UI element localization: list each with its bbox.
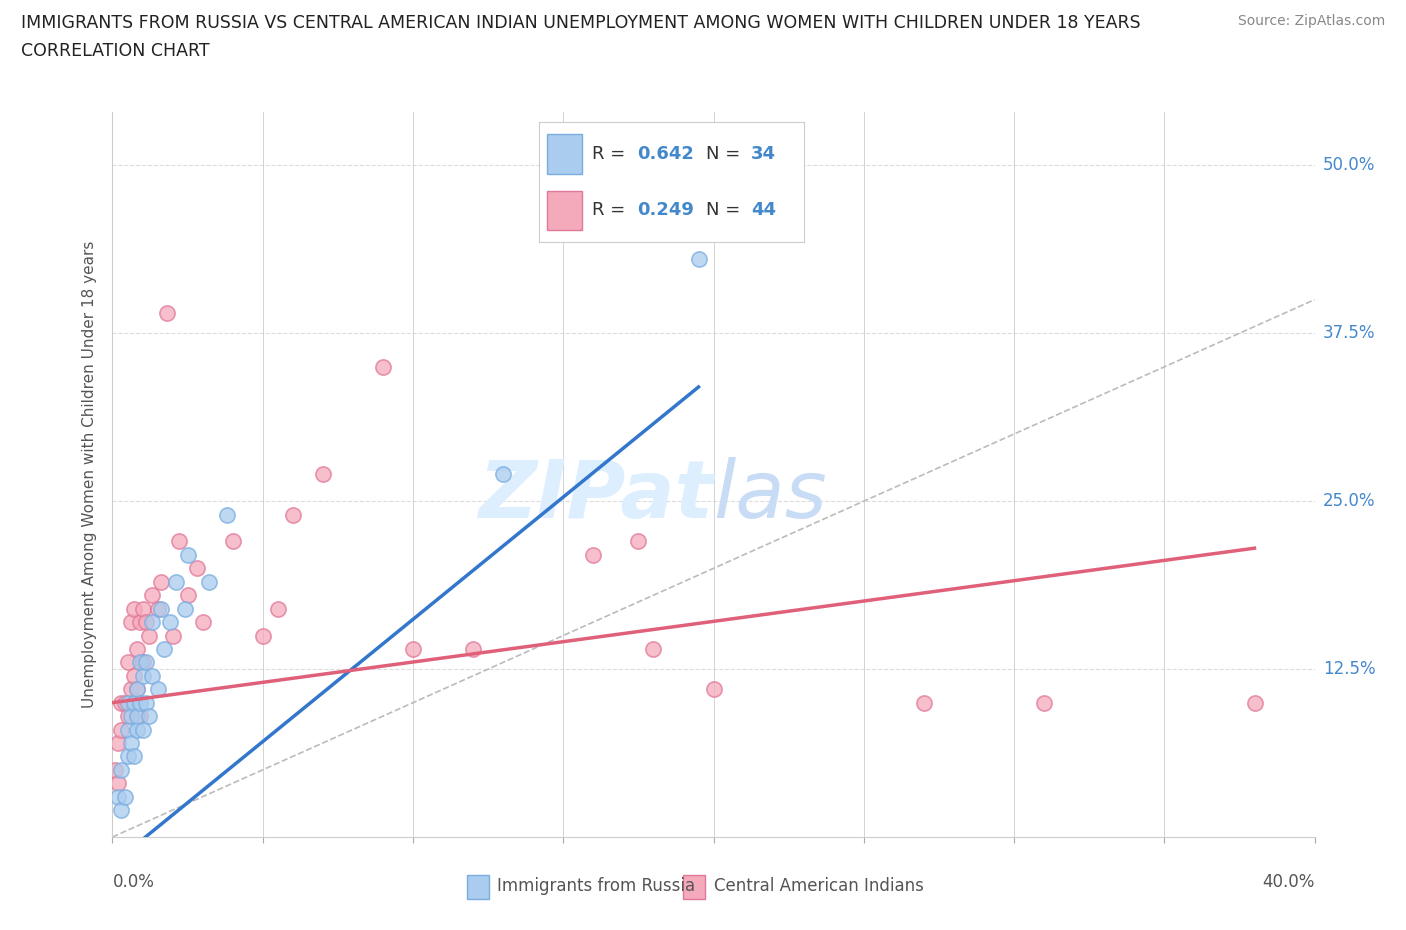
Point bbox=[582, 548, 605, 563]
Point bbox=[1033, 696, 1056, 711]
Point bbox=[186, 561, 208, 576]
Point bbox=[141, 615, 163, 630]
Point bbox=[125, 722, 148, 737]
Point bbox=[141, 588, 163, 603]
Point bbox=[117, 709, 139, 724]
Point bbox=[114, 790, 136, 804]
Text: CORRELATION CHART: CORRELATION CHART bbox=[21, 42, 209, 60]
Point bbox=[167, 534, 190, 549]
Point bbox=[131, 655, 153, 670]
Text: Immigrants from Russia: Immigrants from Russia bbox=[498, 877, 696, 896]
Point bbox=[110, 803, 132, 817]
Point bbox=[281, 507, 304, 522]
Text: 40.0%: 40.0% bbox=[1263, 873, 1315, 891]
Point bbox=[128, 709, 150, 724]
Point bbox=[152, 642, 174, 657]
Point bbox=[702, 682, 725, 697]
Point bbox=[131, 669, 153, 684]
Point bbox=[371, 359, 394, 374]
Point bbox=[146, 682, 169, 697]
Text: 0.0%: 0.0% bbox=[112, 873, 155, 891]
Point bbox=[215, 507, 238, 522]
Point bbox=[128, 696, 150, 711]
Point bbox=[131, 722, 153, 737]
Point bbox=[104, 763, 127, 777]
Point bbox=[120, 682, 142, 697]
Point bbox=[155, 306, 177, 321]
Point bbox=[643, 642, 665, 657]
Point bbox=[117, 696, 139, 711]
Point bbox=[117, 749, 139, 764]
Text: las: las bbox=[713, 457, 827, 535]
Point bbox=[107, 790, 129, 804]
Point bbox=[128, 615, 150, 630]
Point bbox=[128, 655, 150, 670]
Point bbox=[173, 601, 195, 616]
Point bbox=[312, 467, 335, 482]
Point bbox=[149, 575, 172, 590]
Point bbox=[176, 548, 198, 563]
Point bbox=[159, 615, 181, 630]
Point bbox=[176, 588, 198, 603]
Point bbox=[222, 534, 245, 549]
Point bbox=[122, 749, 145, 764]
Point bbox=[117, 722, 139, 737]
Point bbox=[122, 669, 145, 684]
Text: Central American Indians: Central American Indians bbox=[713, 877, 924, 896]
Point bbox=[688, 252, 710, 267]
Point bbox=[110, 696, 132, 711]
Point bbox=[120, 736, 142, 751]
Point bbox=[197, 575, 219, 590]
Text: 50.0%: 50.0% bbox=[1323, 156, 1375, 174]
Point bbox=[461, 642, 484, 657]
Point bbox=[125, 682, 148, 697]
Point bbox=[125, 709, 148, 724]
Y-axis label: Unemployment Among Women with Children Under 18 years: Unemployment Among Women with Children U… bbox=[82, 241, 97, 708]
Bar bbox=[467, 875, 489, 898]
Point bbox=[141, 669, 163, 684]
Point bbox=[131, 601, 153, 616]
Point bbox=[120, 615, 142, 630]
Text: IMMIGRANTS FROM RUSSIA VS CENTRAL AMERICAN INDIAN UNEMPLOYMENT AMONG WOMEN WITH : IMMIGRANTS FROM RUSSIA VS CENTRAL AMERIC… bbox=[21, 14, 1140, 32]
Point bbox=[492, 467, 515, 482]
Point bbox=[125, 682, 148, 697]
Point bbox=[252, 628, 274, 643]
Point bbox=[135, 615, 157, 630]
Point bbox=[117, 655, 139, 670]
Point bbox=[146, 601, 169, 616]
Point bbox=[122, 696, 145, 711]
Point bbox=[627, 534, 650, 549]
Point bbox=[138, 709, 160, 724]
Point bbox=[138, 628, 160, 643]
Text: 12.5%: 12.5% bbox=[1323, 660, 1375, 678]
Point bbox=[107, 736, 129, 751]
Bar bbox=[683, 875, 706, 898]
Point bbox=[165, 575, 187, 590]
Point bbox=[135, 655, 157, 670]
Point bbox=[122, 601, 145, 616]
Point bbox=[135, 696, 157, 711]
Point bbox=[162, 628, 184, 643]
Text: 37.5%: 37.5% bbox=[1323, 325, 1375, 342]
Point bbox=[107, 776, 129, 790]
Text: Source: ZipAtlas.com: Source: ZipAtlas.com bbox=[1237, 14, 1385, 28]
Point bbox=[402, 642, 425, 657]
Point bbox=[110, 722, 132, 737]
Point bbox=[114, 696, 136, 711]
Point bbox=[120, 709, 142, 724]
Point bbox=[912, 696, 935, 711]
Point bbox=[110, 763, 132, 777]
Text: 25.0%: 25.0% bbox=[1323, 492, 1375, 511]
Point bbox=[125, 642, 148, 657]
Point bbox=[149, 601, 172, 616]
Point bbox=[267, 601, 290, 616]
Point bbox=[191, 615, 214, 630]
Point bbox=[1243, 696, 1265, 711]
Text: ZIPat: ZIPat bbox=[478, 457, 713, 535]
